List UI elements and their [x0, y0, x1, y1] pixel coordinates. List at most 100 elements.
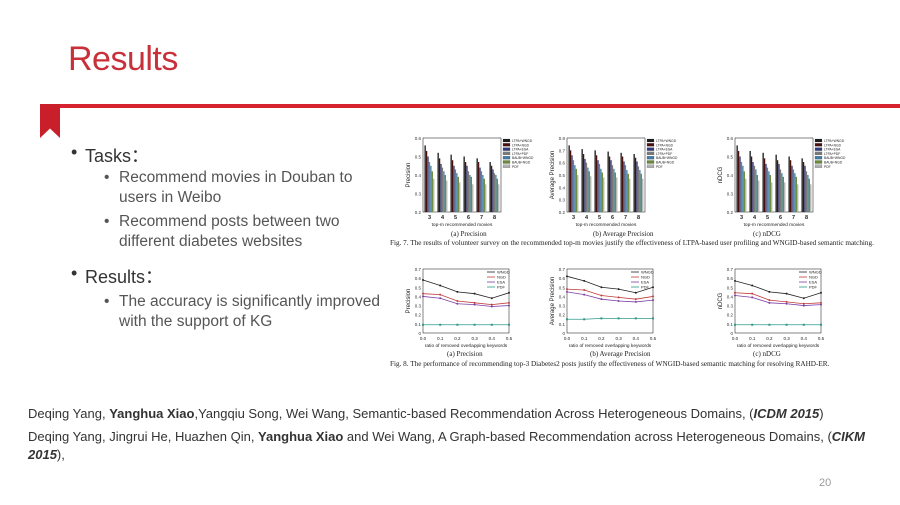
bar — [634, 157, 637, 212]
bar — [765, 163, 767, 212]
y-tick-label: 0.4 — [559, 185, 566, 190]
bar — [794, 173, 796, 212]
bar — [788, 156, 790, 212]
data-point — [439, 297, 442, 300]
legend-entry: LTPA+NGD — [656, 143, 674, 147]
x-tick-label: 0.5 — [818, 336, 825, 341]
legend-entry: BAUB+NGD — [656, 161, 675, 165]
legend-entry: WNGD — [809, 270, 822, 275]
x-tick-label: 0.2 — [454, 336, 461, 341]
y-tick-label: 0 — [562, 331, 565, 336]
bar — [749, 150, 751, 212]
legend-entry: LTPA+NGD — [824, 143, 842, 147]
legend-swatch — [502, 160, 511, 164]
y-tick-label: 0.7 — [727, 267, 734, 272]
y-axis-label: Precision — [406, 289, 412, 314]
bar — [424, 145, 426, 212]
bar — [496, 178, 498, 212]
y-tick-label: 0.1 — [415, 322, 422, 327]
bar — [489, 162, 491, 212]
bar — [601, 172, 603, 212]
data-point — [617, 300, 620, 302]
y-tick-label: 0.5 — [415, 155, 422, 160]
fig8-caption: Fig. 8. The performance of recommending … — [390, 360, 830, 368]
y-tick-label: 0.4 — [727, 173, 734, 178]
data-point — [652, 295, 654, 298]
references: Deqing Yang, Yanghua Xiao,Yangqiu Song, … — [28, 405, 868, 469]
bar — [433, 178, 435, 212]
x-tick-label: 7 — [792, 215, 795, 221]
data-point — [751, 292, 754, 295]
bar — [575, 168, 577, 212]
y-tick-label: 0.2 — [559, 210, 566, 215]
y-tick-label: 0 — [418, 331, 421, 336]
legend-entry: BAUB+WNGD — [824, 156, 846, 160]
series-line — [566, 288, 654, 300]
data-point — [802, 302, 805, 305]
title-divider — [40, 104, 900, 108]
data-point — [785, 323, 788, 326]
bar — [797, 184, 799, 212]
bar — [776, 160, 779, 212]
y-tick-label: 0.6 — [415, 276, 422, 281]
data-point — [734, 291, 736, 294]
legend-swatch — [646, 151, 655, 155]
y-tick-label: 0.3 — [559, 198, 566, 203]
y-tick-label: 0.2 — [727, 210, 734, 215]
x-tick-label: 3 — [428, 215, 431, 221]
x-axis-label: top-m recommended movies — [744, 222, 805, 228]
data-point — [566, 288, 568, 291]
legend-swatch — [502, 151, 511, 155]
x-tick-label: 6 — [611, 215, 614, 221]
bar — [587, 167, 589, 212]
data-point — [820, 301, 822, 304]
x-tick-label: 0.0 — [564, 336, 571, 341]
bar — [600, 168, 602, 212]
y-axis-label: nDCG — [718, 166, 724, 183]
x-tick-label: 0.4 — [489, 336, 496, 341]
bar — [792, 169, 795, 212]
data-point — [508, 323, 510, 326]
data-point — [508, 304, 510, 307]
y-tick-label: 0.5 — [415, 285, 422, 290]
x-tick-label: 7 — [624, 215, 627, 221]
bar — [479, 167, 481, 212]
bar — [768, 171, 770, 212]
data-point — [768, 299, 771, 302]
data-point — [734, 279, 736, 282]
legend-entry: PDF — [824, 165, 831, 169]
bookmark-flag-icon — [40, 104, 60, 138]
series-line — [422, 293, 510, 306]
plot-frame — [734, 137, 814, 213]
y-tick-label: 0.3 — [727, 192, 734, 197]
data-point — [439, 284, 442, 287]
fig8-subcaption-b: (b) Average Precision — [590, 350, 651, 358]
data-point — [634, 317, 637, 320]
bar — [743, 171, 745, 212]
data-point — [634, 291, 637, 294]
x-axis-label: ratio of removed overlapping keywords — [569, 343, 652, 349]
bar — [456, 173, 458, 212]
y-tick-label: 0.2 — [415, 313, 422, 318]
bar — [629, 178, 631, 212]
x-tick-label: 7 — [480, 215, 483, 221]
bar — [736, 145, 738, 212]
x-tick-label: 4 — [753, 215, 757, 221]
data-point — [785, 292, 788, 295]
bar — [795, 176, 797, 212]
data-point — [820, 291, 822, 294]
x-tick-label: 5 — [454, 215, 457, 221]
x-axis-label: ratio of removed overlapping keywords — [737, 343, 820, 349]
bar — [810, 184, 812, 212]
y-tick-label: 0.2 — [559, 313, 566, 318]
x-axis-label: ratio of removed overlapping keywords — [425, 343, 508, 349]
data-point — [490, 303, 493, 306]
result-item-1: The accuracy is significantly improved w… — [104, 292, 387, 332]
y-tick-label: 0.4 — [415, 294, 422, 299]
data-point — [566, 318, 568, 321]
legend-entry: PDF — [809, 285, 818, 290]
legend-swatch — [646, 156, 655, 160]
bar — [490, 165, 493, 212]
bar — [781, 173, 783, 212]
data-point — [583, 318, 586, 321]
